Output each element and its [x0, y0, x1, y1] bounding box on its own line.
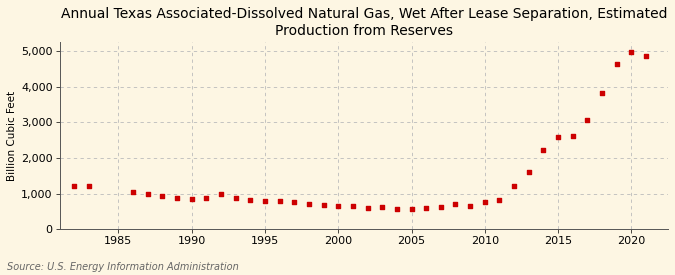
- Point: [215, 192, 226, 196]
- Point: [421, 206, 431, 210]
- Y-axis label: Billion Cubic Feet: Billion Cubic Feet: [7, 90, 17, 181]
- Point: [245, 198, 256, 202]
- Point: [597, 91, 608, 95]
- Point: [69, 184, 80, 189]
- Point: [274, 199, 285, 203]
- Point: [479, 199, 490, 204]
- Point: [626, 50, 637, 54]
- Point: [494, 198, 505, 202]
- Point: [186, 197, 197, 201]
- Text: Source: U.S. Energy Information Administration: Source: U.S. Energy Information Administ…: [7, 262, 238, 272]
- Point: [582, 118, 593, 122]
- Point: [641, 54, 651, 58]
- Point: [377, 205, 387, 210]
- Point: [553, 135, 564, 139]
- Point: [406, 207, 417, 211]
- Point: [201, 196, 212, 201]
- Point: [84, 184, 95, 189]
- Point: [304, 202, 315, 207]
- Point: [318, 202, 329, 207]
- Point: [171, 196, 182, 200]
- Point: [128, 189, 138, 194]
- Point: [523, 170, 534, 174]
- Point: [348, 204, 358, 208]
- Point: [450, 202, 461, 207]
- Point: [230, 196, 241, 200]
- Point: [538, 148, 549, 152]
- Title: Annual Texas Associated-Dissolved Natural Gas, Wet After Lease Separation, Estim: Annual Texas Associated-Dissolved Natura…: [61, 7, 667, 38]
- Point: [157, 193, 167, 198]
- Point: [392, 207, 402, 211]
- Point: [435, 205, 446, 210]
- Point: [509, 184, 520, 189]
- Point: [142, 192, 153, 196]
- Point: [612, 61, 622, 66]
- Point: [289, 200, 300, 205]
- Point: [259, 199, 270, 203]
- Point: [465, 204, 476, 208]
- Point: [362, 205, 373, 210]
- Point: [568, 134, 578, 138]
- Point: [333, 204, 344, 208]
